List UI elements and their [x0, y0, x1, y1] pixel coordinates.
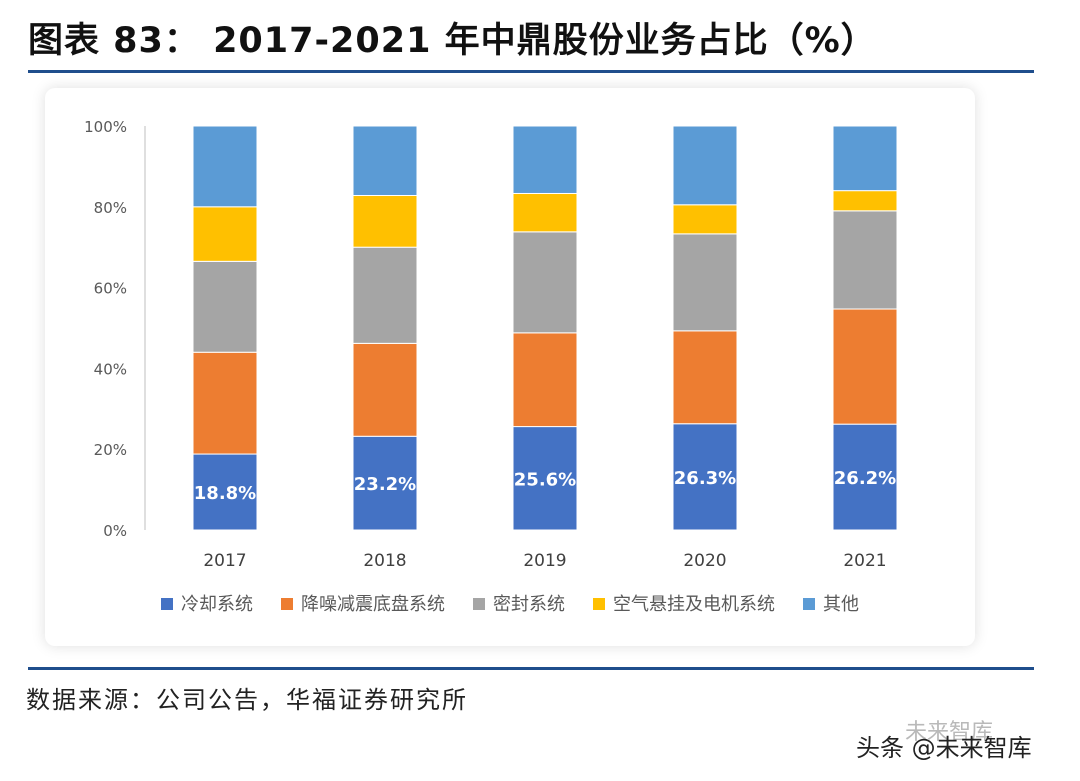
bar-segment-2020-5: [672, 125, 738, 206]
y-tick-label: 100%: [84, 118, 127, 136]
x-axis: 2017 2018 2019 2020 2021: [203, 551, 886, 571]
data-label-2017: 18.8%: [194, 483, 256, 504]
x-tick-label: 2019: [523, 551, 566, 571]
data-label-2018: 23.2%: [354, 474, 416, 495]
legend-label-1: 冷却系统: [181, 594, 253, 615]
legend-swatch-1: [161, 598, 173, 610]
bar-segment-2017-3: [192, 260, 258, 353]
bar-segment-2017-1: [192, 453, 258, 531]
x-tick-label: 2018: [363, 551, 406, 571]
title-divider: [28, 70, 1034, 73]
bar-segment-2017-4: [192, 206, 258, 262]
legend: 冷却系统 降噪减震底盘系统 密封系统 空气悬挂及电机系统 其他: [161, 594, 859, 615]
x-tick-label: 2017: [203, 551, 246, 571]
legend-swatch-2: [281, 598, 293, 610]
bar-segment-2020-3: [672, 233, 738, 332]
stacked-bar-chart: 0% 20% 40% 60% 80% 100% 18.8% 23.2% 25.6% 26.3% 2…: [84, 118, 898, 615]
y-tick-label: 60%: [94, 280, 127, 298]
legend-label-5: 其他: [823, 594, 859, 615]
data-label-2019: 25.6%: [514, 469, 576, 490]
bar-segment-2018-5: [352, 125, 418, 196]
y-tick-label: 20%: [94, 441, 127, 459]
legend-label-4: 空气悬挂及电机系统: [613, 594, 775, 615]
chart-panel: 0% 20% 40% 60% 80% 100% 18.8% 23.2% 25.6% 26.3% 2…: [45, 88, 975, 646]
bar-segment-2018-1: [352, 435, 418, 531]
data-label-2020: 26.3%: [674, 468, 736, 489]
bar-segment-2021-1: [832, 423, 898, 531]
bar-segment-2020-4: [672, 204, 738, 235]
bar-segment-2021-4: [832, 190, 898, 212]
bar-segment-2018-3: [352, 246, 418, 344]
y-tick-label: 40%: [94, 360, 127, 378]
bar-segment-2017-5: [192, 125, 258, 208]
x-tick-label: 2020: [683, 551, 726, 571]
legend-swatch-4: [593, 598, 605, 610]
bar-segment-2019-4: [512, 192, 578, 233]
bar-segment-2019-3: [512, 231, 578, 334]
legend-swatch-5: [803, 598, 815, 610]
y-axis: 0% 20% 40% 60% 80% 100%: [84, 118, 146, 540]
legend-swatch-3: [473, 598, 485, 610]
bars: 18.8% 23.2% 25.6% 26.3% 26.2%: [192, 125, 898, 531]
bar-segment-2021-3: [832, 210, 898, 310]
watermark-background: 未来智库: [905, 720, 994, 745]
data-label-2021: 26.2%: [834, 468, 896, 489]
bar-segment-2017-2: [192, 351, 258, 455]
bar-segment-2020-1: [672, 423, 738, 531]
watermark: 头条 @未来智库: [856, 734, 1032, 762]
bar-segment-2020-2: [672, 330, 738, 425]
bar-segment-2021-2: [832, 308, 898, 425]
figure-title: 图表 83： 2017-2021 年中鼎股份业务占比（%）: [28, 21, 877, 61]
source-note: 数据来源：公司公告，华福证券研究所: [26, 686, 468, 714]
bar-segment-2018-4: [352, 194, 418, 248]
x-tick-label: 2021: [843, 551, 886, 571]
bar-segment-2019-2: [512, 332, 578, 428]
bar-segment-2019-5: [512, 125, 578, 194]
y-tick-label: 0%: [103, 522, 127, 540]
bar-segment-2021-5: [832, 125, 898, 192]
bar-segment-2018-2: [352, 342, 418, 437]
legend-label-2: 降噪减震底盘系统: [301, 594, 445, 615]
footer-divider: [28, 667, 1034, 670]
legend-label-3: 密封系统: [493, 594, 565, 615]
y-tick-label: 80%: [94, 199, 127, 217]
